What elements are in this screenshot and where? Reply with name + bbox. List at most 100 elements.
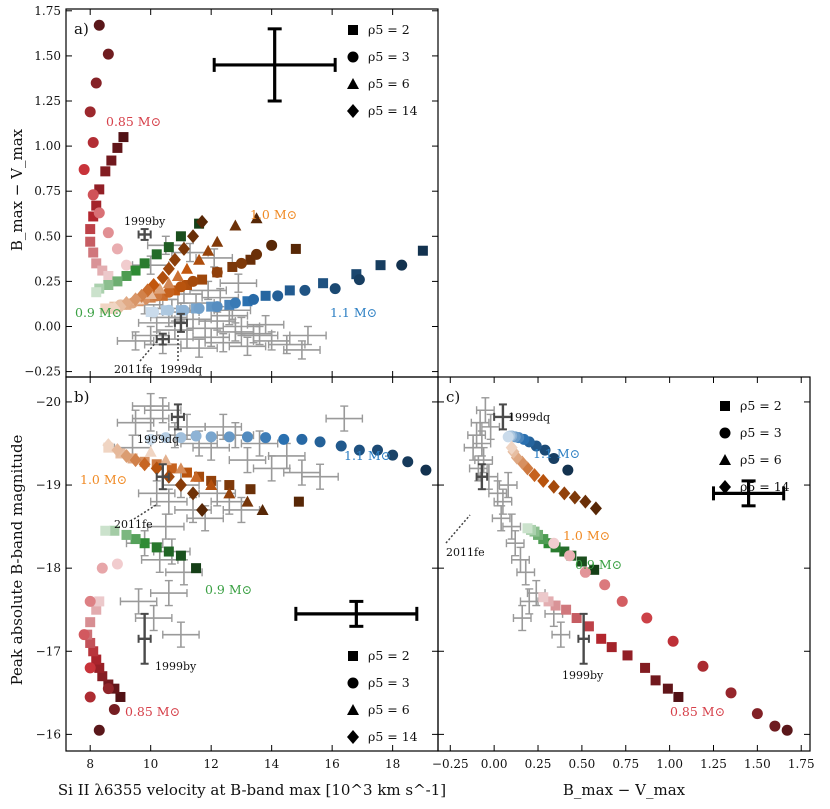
- observed-point: [267, 442, 306, 470]
- model-point: [180, 262, 193, 274]
- model-point: [162, 277, 175, 289]
- model-point: [562, 464, 574, 476]
- y-tick-label: 0.00: [34, 319, 61, 333]
- mass-label: 0.9 M⊙: [205, 582, 252, 597]
- model-point: [650, 675, 661, 686]
- sn-annotation: 1999dq: [137, 433, 179, 446]
- model-point: [111, 443, 124, 458]
- model-point: [697, 660, 709, 672]
- y-tick-label: 1.50: [34, 49, 61, 63]
- legend-entry: ρ5 = 2: [368, 648, 410, 663]
- panel-2: −0.25 0.00 0.25 0.50 0.75 1.00 1.25 1.50 1.75 c) ρ…: [432, 376, 815, 771]
- model-point: [151, 249, 162, 260]
- leader-line: [133, 504, 157, 520]
- model-point: [420, 464, 432, 476]
- model-point: [102, 48, 114, 60]
- legend-entry: ρ5 = 2: [740, 398, 782, 413]
- observed-point: [475, 397, 495, 424]
- x-tick-label: 1.00: [656, 757, 683, 771]
- model-series: [78, 558, 123, 736]
- model-series: [538, 592, 684, 702]
- model-point: [616, 595, 628, 607]
- model-point: [559, 546, 570, 557]
- model-series: [145, 430, 432, 476]
- model-point: [548, 452, 560, 464]
- model-point: [163, 546, 174, 557]
- model-point: [248, 293, 260, 305]
- model-point: [160, 432, 172, 444]
- model-point: [100, 166, 111, 177]
- model-point: [245, 254, 256, 265]
- model-point: [94, 662, 105, 673]
- model-point: [769, 720, 781, 732]
- legend-marker: [347, 51, 359, 63]
- x-tick-label: 8: [86, 757, 94, 771]
- model-point: [87, 136, 99, 148]
- model-point: [121, 270, 132, 281]
- model-point: [191, 563, 202, 574]
- model-point: [571, 613, 582, 624]
- highlight-1999dq: [493, 403, 513, 431]
- observed-point: [162, 621, 200, 648]
- model-point: [505, 440, 518, 455]
- y-tick-label: −20: [36, 395, 61, 409]
- highlight-1999by: [137, 612, 152, 665]
- model-point: [78, 629, 90, 641]
- model-point: [402, 456, 414, 468]
- model-point: [148, 306, 160, 318]
- axes-frame: [437, 376, 811, 752]
- model-point: [84, 106, 96, 118]
- mass-label: 1.0 M⊙: [250, 207, 297, 222]
- x-tick-label: 0.25: [525, 757, 552, 771]
- model-point: [144, 445, 157, 457]
- model-point: [175, 281, 187, 293]
- model-point: [94, 184, 105, 195]
- model-point: [93, 207, 105, 219]
- model-point: [94, 596, 105, 607]
- model-point: [197, 274, 208, 285]
- sn-annotation: 1999dq: [508, 411, 550, 424]
- highlight-2011fe: [155, 463, 170, 491]
- model-point: [387, 449, 399, 461]
- observed-point: [512, 604, 532, 632]
- model-point: [589, 564, 600, 575]
- observed-point: [479, 463, 499, 490]
- x-tick-label: 0.00: [481, 757, 508, 771]
- model-point: [139, 538, 150, 549]
- model-point: [102, 683, 114, 695]
- x-tick-label: 1.50: [744, 757, 771, 771]
- observed-point: [516, 559, 536, 586]
- model-point: [108, 703, 120, 715]
- mass-label: 1.1 M⊙: [344, 448, 391, 463]
- model-point: [640, 662, 651, 673]
- legend-entry: ρ5 = 6: [740, 452, 782, 467]
- legend-entry: ρ5 = 2: [368, 22, 410, 37]
- model-point: [190, 430, 202, 442]
- typical-error-bar: [212, 27, 337, 103]
- model-point: [156, 270, 169, 285]
- observed-point: [228, 336, 267, 357]
- model-point: [91, 258, 102, 269]
- model-point: [299, 284, 311, 296]
- panel-label: b): [74, 388, 89, 406]
- legend-entry: ρ5 = 14: [368, 103, 418, 118]
- observed-point: [463, 434, 483, 461]
- model-point: [589, 501, 602, 516]
- model-point: [537, 473, 550, 488]
- model-point: [181, 280, 192, 290]
- panel-1: 8 10 12 14 16 18 −20 −19 −18 −17 −16 b) ρ5 = 2 ρ5 = 3…: [36, 376, 439, 771]
- model-point: [211, 266, 223, 278]
- model-point: [229, 297, 241, 309]
- model-point: [145, 433, 157, 445]
- model-series: [91, 218, 205, 298]
- model-point: [329, 283, 341, 295]
- x-tick-label: 1.25: [700, 757, 727, 771]
- model-point: [673, 691, 684, 702]
- model-point: [417, 245, 428, 256]
- model-point: [250, 212, 263, 224]
- observed-point: [505, 530, 525, 557]
- model-point: [97, 671, 108, 682]
- model-point: [90, 77, 102, 89]
- model-point: [139, 258, 150, 269]
- model-point: [78, 164, 90, 176]
